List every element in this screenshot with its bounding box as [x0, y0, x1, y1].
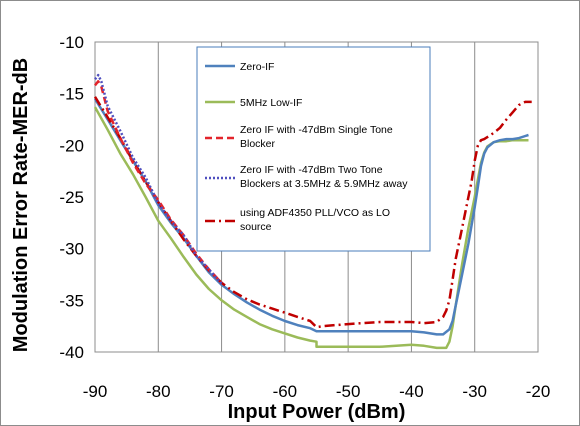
y-tick-label: -35: [59, 291, 84, 310]
legend-label: Blockers at 3.5MHz & 5.9MHz away: [240, 178, 408, 190]
plot-area: [94, 41, 539, 353]
y-tick-label: -20: [59, 136, 84, 155]
series-line: [94, 73, 223, 285]
series-line: [93, 98, 529, 336]
y-tick-label: -25: [59, 188, 84, 207]
legend-box: [196, 46, 431, 252]
legend-label: 5MHz Low-IF: [240, 97, 302, 109]
x-axis-title: Input Power (dBm): [228, 401, 406, 423]
y-axis-ticks: -10 -15 -20 -25 -30 -35 -40: [59, 33, 84, 362]
legend-label: Blocker: [240, 138, 276, 150]
legend-label: Zero IF with -47dBm Two Tone: [240, 164, 383, 176]
legend-label: Zero IF with -47dBm Single Tone: [240, 124, 393, 136]
y-axis-title: Modulation Error Rate-MER-dB: [10, 58, 32, 352]
x-tick-label: -60: [273, 382, 298, 401]
series-group: [93, 73, 532, 350]
legend-label: using ADF4350 PLL/VCO as LO: [240, 207, 390, 219]
series-line: [94, 80, 223, 284]
x-axis-ticks: -90 -80 -70 -60 -50 -40 -30 -20: [83, 382, 551, 401]
y-tick-label: -10: [59, 33, 84, 52]
x-tick-label: -50: [336, 382, 361, 401]
series-line: [93, 96, 532, 329]
x-tick-label: -70: [209, 382, 234, 401]
x-tick-label: -40: [399, 382, 424, 401]
x-tick-label: -20: [526, 382, 551, 401]
x-tick-label: -90: [83, 382, 108, 401]
x-tick-label: -30: [462, 382, 487, 401]
legend-label: Zero-IF: [240, 61, 274, 73]
y-tick-label: -15: [59, 85, 84, 104]
x-tick-label: -80: [146, 382, 171, 401]
y-tick-label: -40: [59, 343, 84, 362]
legend: Zero-IF 5MHz Low-IF Zero IF with -47dBm Si…: [196, 46, 431, 252]
y-tick-label: -30: [59, 240, 84, 259]
legend-label: source: [240, 221, 272, 233]
